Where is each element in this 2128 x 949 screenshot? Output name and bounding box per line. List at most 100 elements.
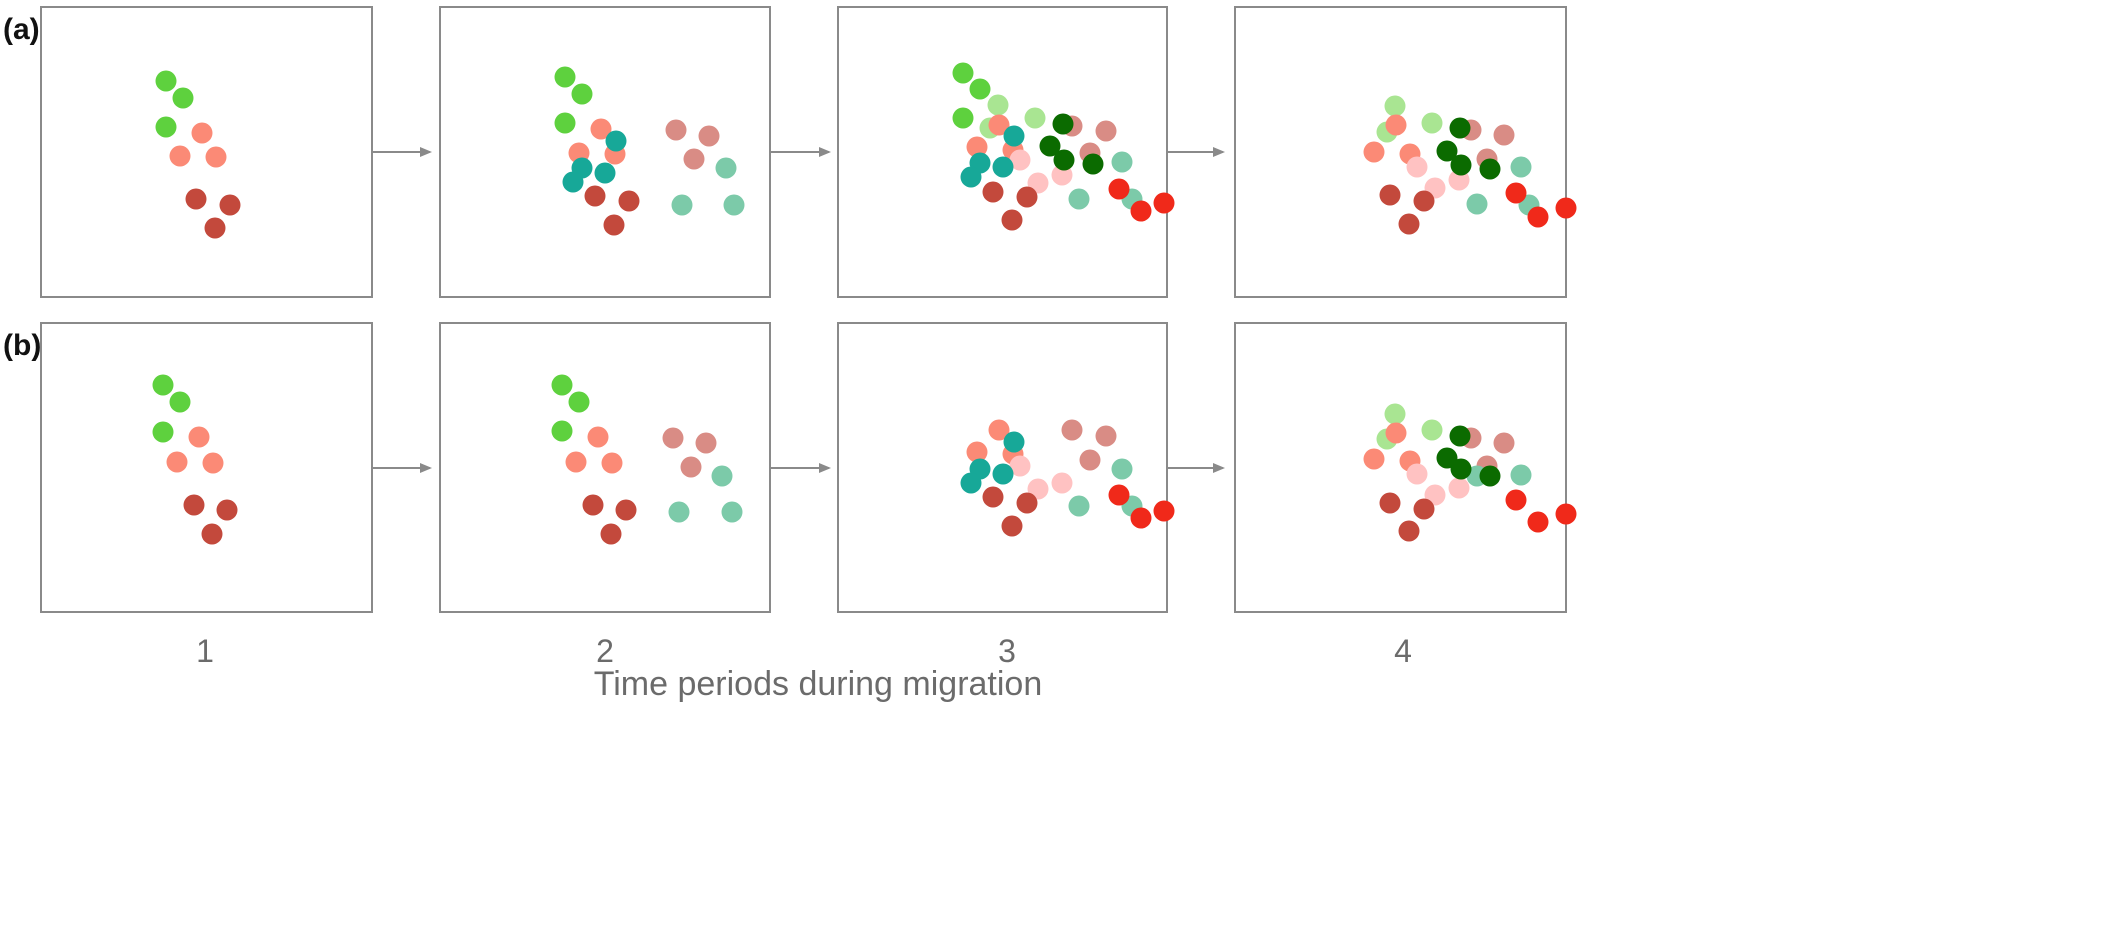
dot-green [551,374,573,396]
dot-dark-red [603,214,625,236]
panel-b-4 [1234,322,1577,613]
dot-dark-green [1053,149,1075,171]
dot-green [155,116,177,138]
dot-salmon [1363,141,1385,163]
dot-mint [671,194,693,216]
dot-mauve [1061,419,1083,441]
dot-green [571,83,593,105]
dot-dark-red [600,523,622,545]
dot-teal [594,162,616,184]
dot-dark-red [1398,213,1420,235]
dot-red [1555,503,1577,525]
dot-salmon [169,145,191,167]
dot-pink [1448,477,1470,499]
period-label-3: 3 [998,633,1016,669]
dot-mauve [1095,425,1117,447]
dot-red [1555,197,1577,219]
dot-red [1130,200,1152,222]
panel-a-3 [837,6,1175,298]
dot-pink [1009,149,1031,171]
dot-mint [1111,151,1133,173]
dot-salmon [966,136,988,158]
period-label-2: 2 [596,633,614,669]
dot-dark-red [219,194,241,216]
dot-salmon [587,426,609,448]
dot-light-green [1384,403,1406,425]
dot-dark-green [1449,425,1471,447]
dot-red [1153,192,1175,214]
dot-dark-green [1039,135,1061,157]
row-label-a: (a) [3,13,40,46]
panel-frame [837,6,1168,298]
dot-dark-red [615,499,637,521]
dot-mauve [698,125,720,147]
dot-dark-red [1379,184,1401,206]
dot-pink [1051,472,1073,494]
dot-green [152,374,174,396]
dot-salmon [166,451,188,473]
dot-dark-green [1450,458,1472,480]
dot-mint [1510,464,1532,486]
dot-mauve [1079,449,1101,471]
dot-green [551,420,573,442]
dot-salmon [988,114,1010,136]
dot-dark-red [185,188,207,210]
dot-red [1527,206,1549,228]
x-axis-label: Time periods during migration [593,665,1043,703]
dot-red [1505,489,1527,511]
dot-salmon [988,419,1010,441]
dot-light-green [1024,107,1046,129]
dot-dark-red [582,494,604,516]
dot-dark-red [183,494,205,516]
dot-light-green [987,94,1009,116]
dot-teal [960,472,982,494]
dot-dark-red [982,486,1004,508]
dot-dark-red [1001,515,1023,537]
dot-salmon [966,441,988,463]
panel-b-1 [40,322,373,613]
dot-dark-red [1413,190,1435,212]
period-label-1: 1 [196,633,214,669]
dot-mauve [1493,432,1515,454]
dot-green [969,78,991,100]
panel-frame [439,6,771,298]
period-label-4: 4 [1394,633,1412,669]
row-label-b: (b) [3,329,42,362]
panel-b-2 [439,322,771,613]
dot-mauve [662,427,684,449]
panel-a-2 [439,6,771,298]
dot-red [1153,500,1175,522]
dot-dark-red [1398,520,1420,542]
dot-dark-red [618,190,640,212]
dot-teal [1003,431,1025,453]
dot-red [1108,484,1130,506]
dot-salmon [1363,448,1385,470]
dot-salmon [188,426,210,448]
dot-green [172,87,194,109]
dot-green [568,391,590,413]
dot-dark-green [1052,113,1074,135]
dot-red [1108,178,1130,200]
dot-dark-green [1436,140,1458,162]
dot-mint [1466,193,1488,215]
dot-dark-red [1413,498,1435,520]
dot-green [952,62,974,84]
dot-salmon [565,451,587,473]
dot-teal [960,166,982,188]
dot-light-green [1384,95,1406,117]
dot-green [554,66,576,88]
dot-red [1527,511,1549,533]
dot-green [169,391,191,413]
dot-pink [1406,156,1428,178]
dot-salmon [205,146,227,168]
dot-teal [562,171,584,193]
dot-mauve [1493,124,1515,146]
dot-mint [1510,156,1532,178]
dot-dark-green [1479,158,1501,180]
dot-green [155,70,177,92]
dot-mauve [683,148,705,170]
dot-green [554,112,576,134]
dot-dark-green [1479,465,1501,487]
dot-light-green [1421,112,1443,134]
